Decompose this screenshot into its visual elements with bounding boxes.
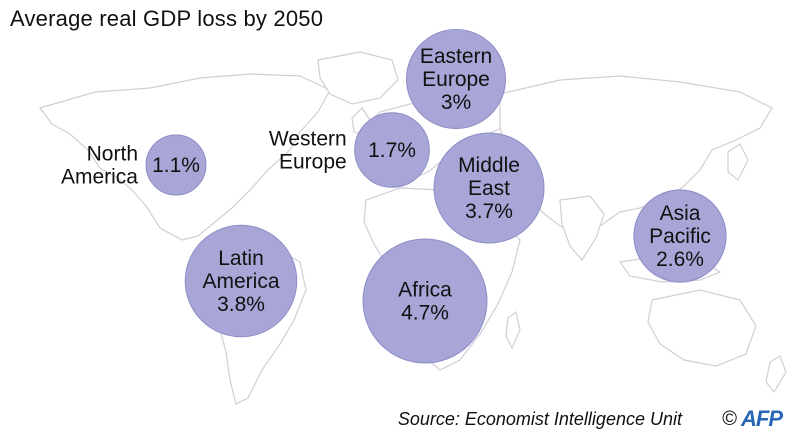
region-labels: 1.1%NorthAmerica1.7%WesternEuropeEastern… [61,45,711,325]
land-new-zealand [765,355,787,394]
credit: © AFP [722,406,783,432]
value-label-north-america: 1.1% [152,154,200,177]
region-name-north-america: North [87,143,138,166]
region-name-eastern-europe: Eastern [420,45,492,68]
value-label-eastern-europe: 3% [441,91,471,114]
region-name-middle-east: East [468,177,510,200]
value-label-middle-east: 3.7% [465,200,513,223]
land-india [559,195,605,262]
land-australia [647,289,757,367]
region-name-asia-pacific: Asia [660,202,701,225]
chart-title: Average real GDP loss by 2050 [10,6,324,31]
bubble-asia-pacific [633,189,727,283]
region-name-eastern-europe: Europe [422,68,490,91]
copyright-symbol: © [722,407,737,430]
bubble-eastern-europe [405,28,507,130]
region-name-western-europe: Western [269,128,347,151]
land-greenland [317,51,399,105]
afp-logo: AFP [741,406,783,431]
bubble-africa [362,238,488,364]
value-label-western-europe: 1.7% [368,139,416,162]
land-madagascar [505,310,521,350]
value-label-asia-pacific: 2.6% [656,248,704,271]
region-name-asia-pacific: Pacific [649,225,711,248]
bubble-middle-east [433,132,545,244]
bubble-north-america [145,134,207,196]
bubble-western-europe [354,112,430,188]
land-japan [727,143,749,181]
source-note: Source: Economist Intelligence Unit [397,409,682,429]
region-name-africa: Africa [398,279,452,302]
region-name-middle-east: Middle [458,154,520,177]
bubble-latin-america [184,224,298,338]
region-name-latin-america: America [202,270,279,293]
region-name-north-america: America [61,166,138,189]
region-name-latin-america: Latin [218,247,264,270]
region-bubbles [145,28,727,364]
value-label-latin-america: 3.8% [217,293,265,316]
value-label-africa: 4.7% [401,302,449,325]
region-name-western-europe: Europe [279,151,347,174]
